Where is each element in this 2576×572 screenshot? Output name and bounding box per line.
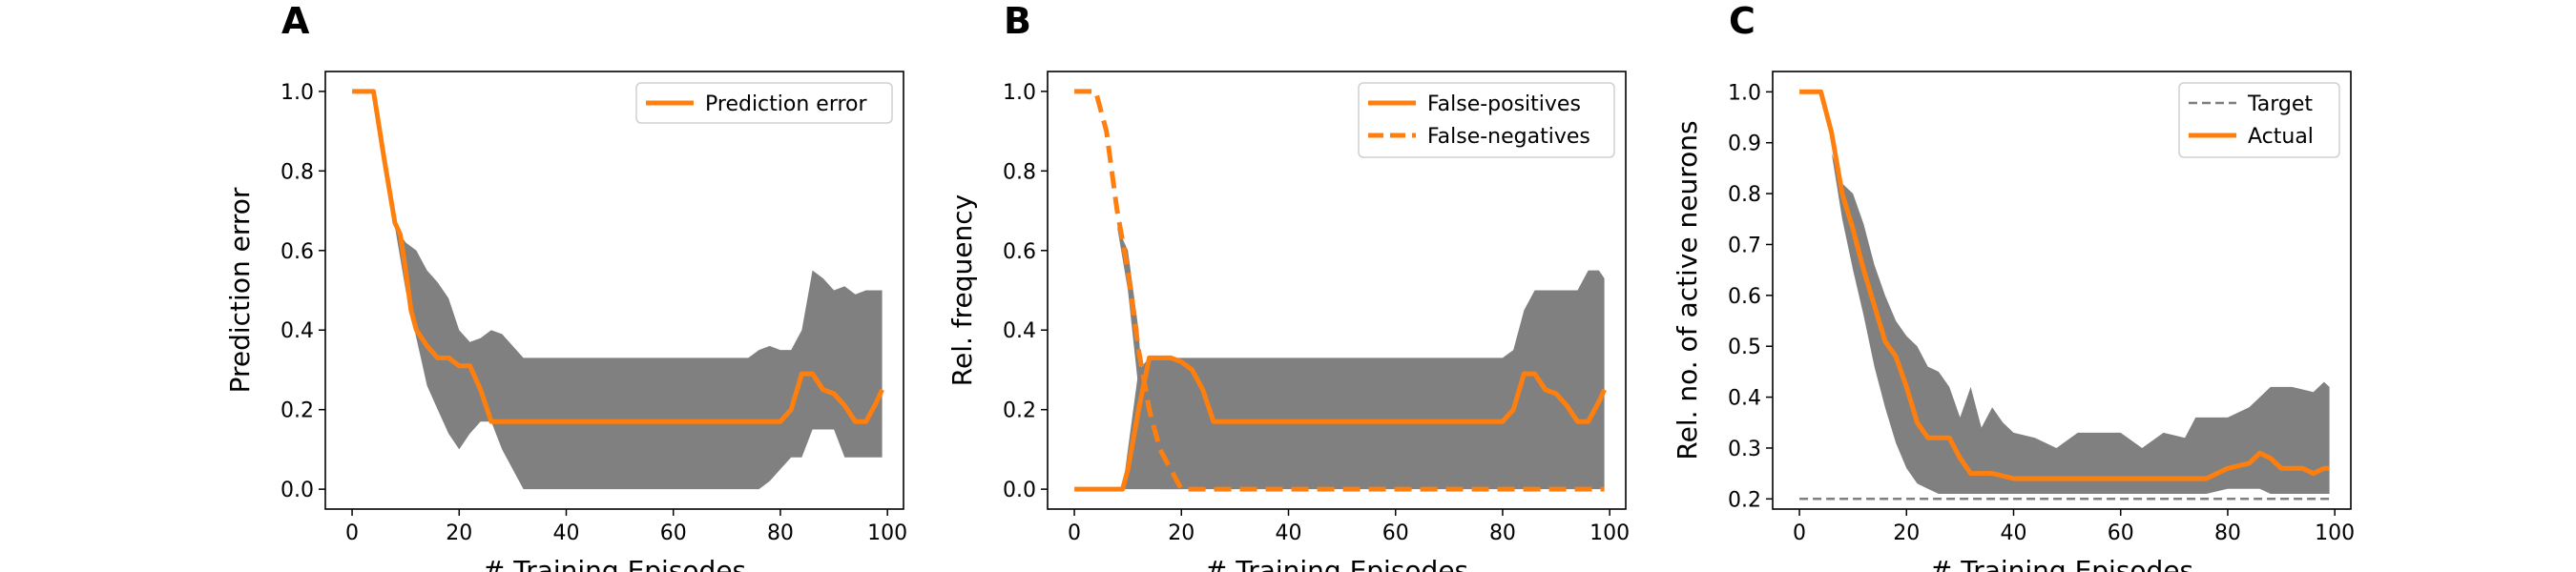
y-axis-label: Rel. no. of active neurons [1672,120,1703,460]
y-tick-label: 0.3 [1728,438,1761,461]
panel-label: B [1004,0,1031,42]
x-axis-label: # Training Episodes [1205,555,1468,572]
panel-a: 0 20 40 60 80 100 0.0 0.2 0.4 0.6 0.8 1.0 # Training… [224,0,907,572]
x-tick-label: 0 [1068,521,1081,545]
y-axis-label: Rel. frequency [946,194,978,386]
y-tick-label: 0.6 [280,240,314,264]
panel-b: 0 20 40 60 80 100 0.0 0.2 0.4 0.6 0.8 1.0 # Training… [946,0,1630,572]
y-axis-label: Prediction error [224,187,256,393]
series-line-prediction-error [352,89,884,424]
y-tick-label: 0.8 [1728,183,1761,207]
range-band-1 [1122,270,1605,490]
x-tick-label: 100 [2315,521,2355,545]
range-band-1 [394,226,883,490]
plot-area [1074,89,1607,492]
x-tick-label: 40 [1276,521,1302,545]
x-tick-label: 100 [1589,521,1630,545]
axes-frame [1772,71,2352,510]
x-axis-label: # Training Episodes [1930,555,2193,572]
y-tick-label: 0.2 [1003,399,1036,423]
y-tick-label: 1.0 [1728,81,1761,105]
y-tick-label: 0.0 [280,479,314,502]
y-tick-label: 0.4 [1003,319,1036,343]
y-tick-label: 0.4 [1728,387,1761,411]
legend-entry: False-negatives [1427,125,1590,149]
series-line-false-negatives [1074,89,1605,492]
legend-frame [2178,82,2340,158]
y-tick-label: 1.0 [1003,81,1036,105]
axes-frame [1047,71,1627,510]
legend-frame [635,82,893,124]
legend-entry: Prediction error [705,92,867,116]
y-tick-label: 0.9 [1728,133,1761,156]
series-line-actual [1799,89,2330,481]
x-tick-label: 0 [1793,521,1806,545]
x-tick-label: 20 [1168,521,1195,545]
legend-entry: Actual [2248,125,2314,149]
x-tick-label: 100 [867,521,907,545]
range-band-1 [1831,153,2330,494]
panel-c: 0 20 40 60 80 100 0.2 0.3 0.4 0.5 0.6 0.7 0.8 0.9 1.0 #… [1672,0,2355,572]
y-tick-label: 0.7 [1728,234,1761,257]
axes-frame [324,71,904,510]
legend: Target Actual [2178,82,2340,158]
x-tick-label: 60 [2108,521,2134,545]
legend: False-positives False-negatives [1358,82,1615,158]
x-tick-label: 0 [345,521,359,545]
series-line-false-positives [1074,355,1607,492]
y-tick-label: 0.6 [1728,285,1761,309]
legend-entry: False-positives [1427,92,1581,116]
y-tick-label: 1.0 [280,81,314,105]
x-tick-label: 40 [2001,521,2027,545]
y-tick-label: 0.8 [280,160,314,184]
plot-area [1799,89,2330,500]
x-tick-label: 80 [767,521,794,545]
range-band-2 [1116,226,1236,490]
x-tick-label: 40 [553,521,580,545]
legend-frame [1358,82,1615,158]
y-tick-label: 0.5 [1728,336,1761,359]
y-tick-label: 0.4 [280,319,314,343]
panel-label: A [281,0,310,42]
legend-entry: Target [2247,92,2313,116]
plot-area [352,89,884,490]
x-tick-label: 80 [1489,521,1516,545]
y-tick-label: 0.2 [1728,488,1761,512]
x-tick-label: 60 [660,521,687,545]
y-tick-label: 0.0 [1003,479,1036,502]
legend: Prediction error [635,82,893,124]
y-tick-label: 0.2 [280,399,314,423]
x-tick-label: 60 [1382,521,1409,545]
x-tick-label: 20 [1893,521,1920,545]
y-tick-label: 0.8 [1003,160,1036,184]
y-tick-label: 0.6 [1003,240,1036,264]
x-tick-label: 20 [446,521,472,545]
panel-label: C [1729,0,1755,42]
x-tick-label: 80 [2214,521,2241,545]
x-axis-label: # Training Episodes [483,555,746,572]
